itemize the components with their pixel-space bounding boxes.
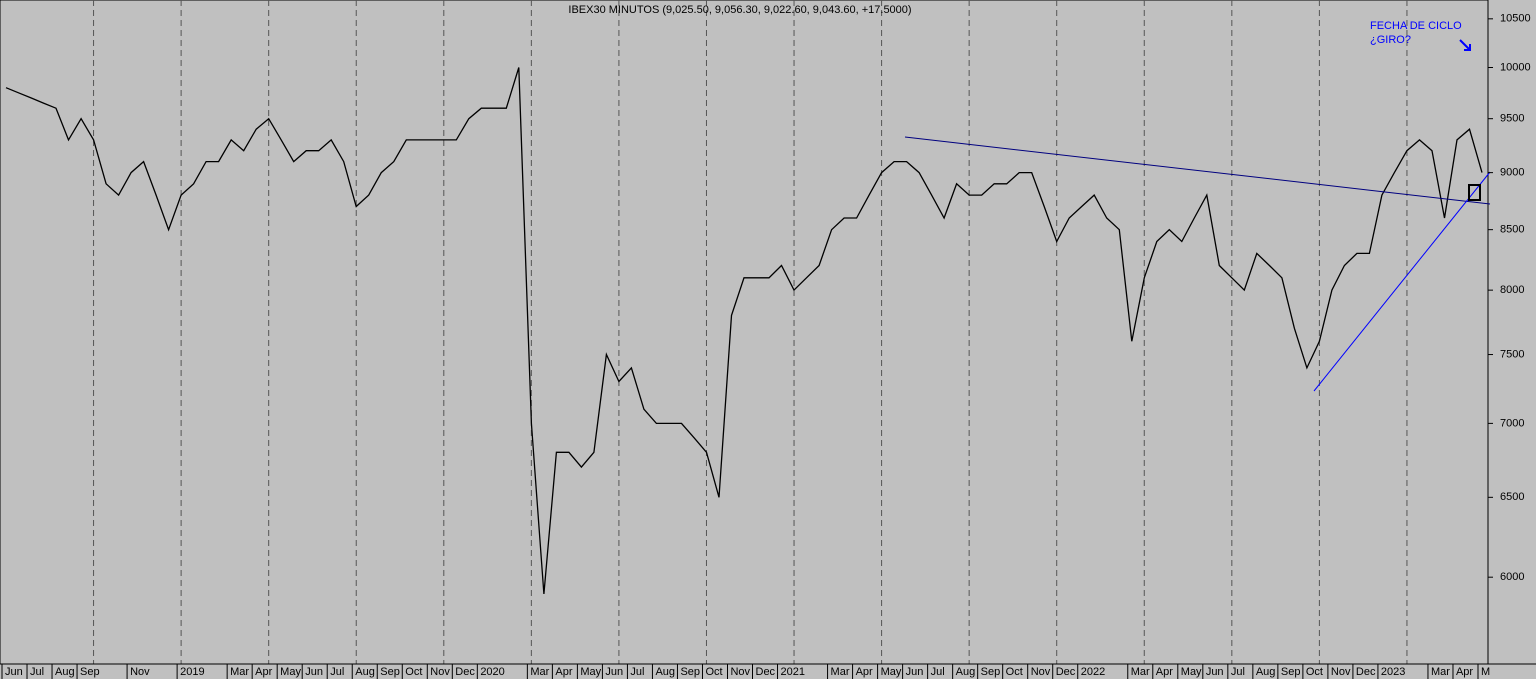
x-tick-label: Jul [30,666,44,678]
x-tick-label: Nov [1331,666,1351,678]
grid [93,0,1408,664]
x-tick-label: Apr [1456,666,1473,678]
y-tick-label: 9500 [1500,113,1524,125]
annotation: ¿GIRO? [1370,34,1411,46]
x-tick-label: Sep [80,666,100,678]
x-tick-label: Jun [1206,666,1224,678]
x-tick-label: Jun [906,666,924,678]
x-tick-label: May [280,666,301,678]
x-tick-label: Aug [55,666,75,678]
x-tick-label: Apr [255,666,272,678]
x-tick-label: Jul [1231,666,1245,678]
x-tick-label: Aug [956,666,976,678]
x-tick-label: May [881,666,902,678]
x-tick-label: Dec [756,666,776,678]
x-tick-label: Mar [530,666,549,678]
x-tick-label: 2020 [480,666,504,678]
chart-title: IBEX30 MINUTOS (9,025.50, 9,056.30, 9,02… [568,4,911,16]
y-tick-label: 10000 [1500,61,1531,73]
x-tick-label: Apr [1156,666,1173,678]
y-tick-label: 10500 [1500,13,1531,25]
y-tick-label: 8500 [1500,224,1524,236]
annotation: FECHA DE CICLO [1370,20,1462,32]
x-tick-label: Nov [130,666,150,678]
x-tick-label: Mar [831,666,850,678]
x-tick-label: Jul [630,666,644,678]
x-tick-label: Sep [1281,666,1301,678]
x-tick-label: Mar [1131,666,1150,678]
x-tick-label: 2019 [180,666,204,678]
x-tick-label: Oct [405,666,422,678]
x-tick-label: Apr [856,666,873,678]
trend-line [1313,171,1491,392]
x-tick-label: Nov [730,666,750,678]
marks [5,67,1483,595]
x-tick-label: Jun [605,666,623,678]
x-tick-label: Aug [1256,666,1276,678]
x-tick-label: Jun [305,666,323,678]
x-tick-label: May [1181,666,1202,678]
x-tick-label: Nov [430,666,450,678]
trend-line [904,136,1491,205]
arrow [1459,39,1471,51]
x-tick-label: May [580,666,601,678]
x-tick-label: Jun [5,666,23,678]
x-tick-label: Sep [380,666,400,678]
x-tick-label: Jul [330,666,344,678]
plot-area [0,0,1489,665]
x-tick-label: Aug [355,666,375,678]
marker-box [1468,184,1481,201]
x-tick-label: Mar [230,666,249,678]
x-tick-label: Mar [1431,666,1450,678]
y-tick-label: 8000 [1500,284,1524,296]
x-tick-label: 2021 [781,666,805,678]
x-tick-label: Dec [1056,666,1076,678]
y-tick-label: 6500 [1500,491,1524,503]
x-tick-label: Dec [1356,666,1376,678]
y-tick-label: 7000 [1500,417,1524,429]
x-tick-label: 2023 [1381,666,1405,678]
x-tick-label: 2022 [1081,666,1105,678]
x-tick-label: Sep [680,666,700,678]
x-tick-label: Apr [555,666,572,678]
y-tick-label: 6000 [1500,571,1524,583]
y-tick-label: 9000 [1500,167,1524,179]
x-tick-label: Dec [455,666,475,678]
x-tick-label: Sep [981,666,1001,678]
x-tick-label: Oct [1306,666,1323,678]
x-tick-label: M [1481,666,1490,678]
x-tick-label: Oct [705,666,722,678]
y-tick-label: 7500 [1500,348,1524,360]
x-tick-label: Nov [1031,666,1051,678]
price-line [5,67,1483,595]
x-tick-label: Aug [655,666,675,678]
x-tick-label: Jul [931,666,945,678]
x-tick-label: Oct [1006,666,1023,678]
